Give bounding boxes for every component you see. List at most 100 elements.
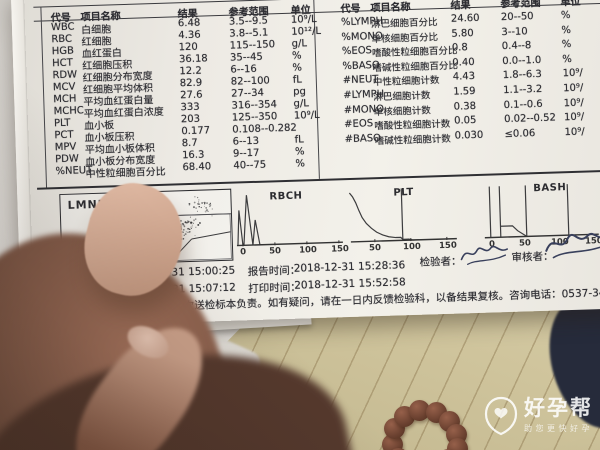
cell-unit: % [292, 62, 303, 74]
cell-unit: pg [293, 86, 307, 98]
cell-range: 0.108--0.282 [232, 122, 297, 136]
cell-result: 68.40 [182, 161, 212, 174]
haoyunbang-logo-icon [484, 396, 518, 436]
cell-name: 中性粒细胞百分比 [85, 166, 166, 181]
x-tick: 0 [240, 247, 246, 257]
cell-name: 中性粒细胞计数 [372, 75, 440, 89]
cell-unit: 10⁹/L [290, 13, 317, 26]
bead [447, 438, 468, 450]
cell-unit: fL [294, 134, 304, 146]
cell-code: HGB [51, 45, 75, 58]
examiner-signature [460, 245, 509, 265]
cell-name: 淋巴细胞百分比 [370, 17, 438, 31]
cell-unit: g/L [291, 38, 308, 50]
cell-range: 9--17 [232, 147, 260, 160]
examiner-label: 检验者： [419, 255, 462, 269]
cell-code: PLT [53, 117, 71, 130]
cell-unit: % [294, 146, 305, 158]
cell-name: 嗜酸性粒细胞计数 [374, 118, 451, 133]
cell-result: 82.9 [179, 77, 203, 90]
cell-range: 6--16 [230, 63, 257, 76]
cell-range: 125--350 [231, 111, 278, 124]
cell-range: ≤0.06 [504, 127, 536, 140]
cell-unit: 10¹²/L [291, 25, 322, 38]
cell-range: 40--75 [233, 159, 267, 172]
plt-histogram: PLT 50 100 150 [348, 187, 457, 253]
report-time-value: 2018-12-31 15:28:36 [293, 259, 406, 275]
cell-result: 333 [180, 101, 200, 114]
cell-range: 0.02--0.52 [503, 112, 557, 126]
cell-code: MPV [54, 141, 77, 154]
cell-range: 1.8--6.3 [502, 69, 542, 82]
watermark: 好孕帮 助您更快好孕 [484, 396, 593, 436]
cell-result: 5.80 [451, 27, 474, 40]
cell-code: PCT [54, 129, 74, 142]
cell-code: PDW [55, 153, 79, 166]
x-tick: 100 [299, 245, 317, 256]
header-code: 代号 [340, 3, 361, 16]
cbc-table-left: WBC 白细胞 6.48 3.5--9.5 10⁹/L RBC 红细胞 4.36… [36, 13, 322, 181]
cell-result: 0.030 [454, 129, 484, 142]
cell-range: 35--45 [229, 51, 263, 64]
cell-unit: % [295, 158, 306, 170]
x-tick: 150 [585, 236, 600, 247]
x-tick: 100 [403, 242, 421, 253]
header-unit: 单位 [560, 0, 581, 9]
bash-chart-label: BASH [533, 182, 566, 194]
rbch-chart-label: RBCH [269, 190, 302, 202]
cell-name: 单核细胞计数 [373, 104, 432, 118]
x-tick: 100 [551, 237, 569, 248]
cell-result: 120 [178, 41, 198, 54]
cell-result: 4.43 [452, 71, 476, 84]
cell-result: 0.177 [181, 125, 211, 138]
x-tick: 0 [489, 239, 495, 249]
header-name: 项目名称 [370, 1, 411, 15]
cell-unit: % [291, 50, 302, 62]
bead [388, 448, 409, 450]
report-time-label: 报告时间： [247, 264, 301, 279]
cell-range: 20--50 [500, 11, 534, 24]
cell-code: HCT [51, 57, 73, 70]
cell-unit: 10⁹/ [563, 111, 585, 124]
cell-code: MCV [52, 81, 76, 94]
cell-result: 4.36 [178, 29, 201, 42]
cell-result: 0.8 [451, 42, 468, 54]
cell-range: 115--150 [229, 39, 276, 52]
cell-code: RBC [51, 33, 73, 46]
header-result: 结果 [450, 0, 471, 12]
cell-result: 27.6 [180, 89, 203, 102]
cell-unit: % [561, 24, 572, 36]
cell-code: %EOS [341, 45, 373, 58]
cell-range: 6--13 [232, 135, 260, 148]
cell-result: 24.60 [450, 12, 480, 25]
x-tick: 50 [519, 238, 531, 248]
cell-result: 36.18 [178, 53, 208, 66]
cell-result: 0.05 [453, 115, 477, 127]
watermark-brand: 好孕帮 [524, 396, 593, 420]
rbch-histogram: RBCH 0 50 100 150 [236, 190, 349, 257]
cell-result: 203 [180, 113, 201, 126]
cell-result: 8.7 [181, 137, 198, 150]
cell-range: 3--10 [501, 25, 528, 38]
bead [409, 400, 430, 421]
cell-result: 0.40 [452, 56, 475, 69]
cell-code: #EOS [344, 118, 374, 131]
cell-code: MCH [53, 93, 77, 106]
cell-unit: 10⁹/ [562, 67, 584, 80]
bash-histogram: BASH 0 50 100 150 [484, 182, 600, 250]
cell-code: RDW [52, 69, 78, 82]
cell-code: WBC [50, 21, 75, 34]
cell-result: 1.59 [453, 85, 476, 98]
cell-unit: 10⁹/ [563, 97, 584, 109]
cell-range: 27--34 [231, 87, 265, 100]
cell-result: 6.48 [177, 17, 201, 30]
cell-name: 嗜碱性粒细胞计数 [374, 133, 451, 147]
cell-unit: 10⁹/ [564, 126, 585, 138]
cbc-table-right: %LYMPH 淋巴细胞百分比 24.60 20--50 % %MONO 单核细胞… [338, 8, 600, 148]
cell-unit: 10⁹/L [293, 109, 320, 122]
cell-unit: 10⁹/ [563, 82, 584, 95]
reviewer-signature [545, 232, 600, 259]
print-time-label: 打印时间： [248, 281, 302, 296]
cell-range: 0.1--0.6 [503, 98, 543, 111]
x-tick: 150 [439, 241, 457, 252]
